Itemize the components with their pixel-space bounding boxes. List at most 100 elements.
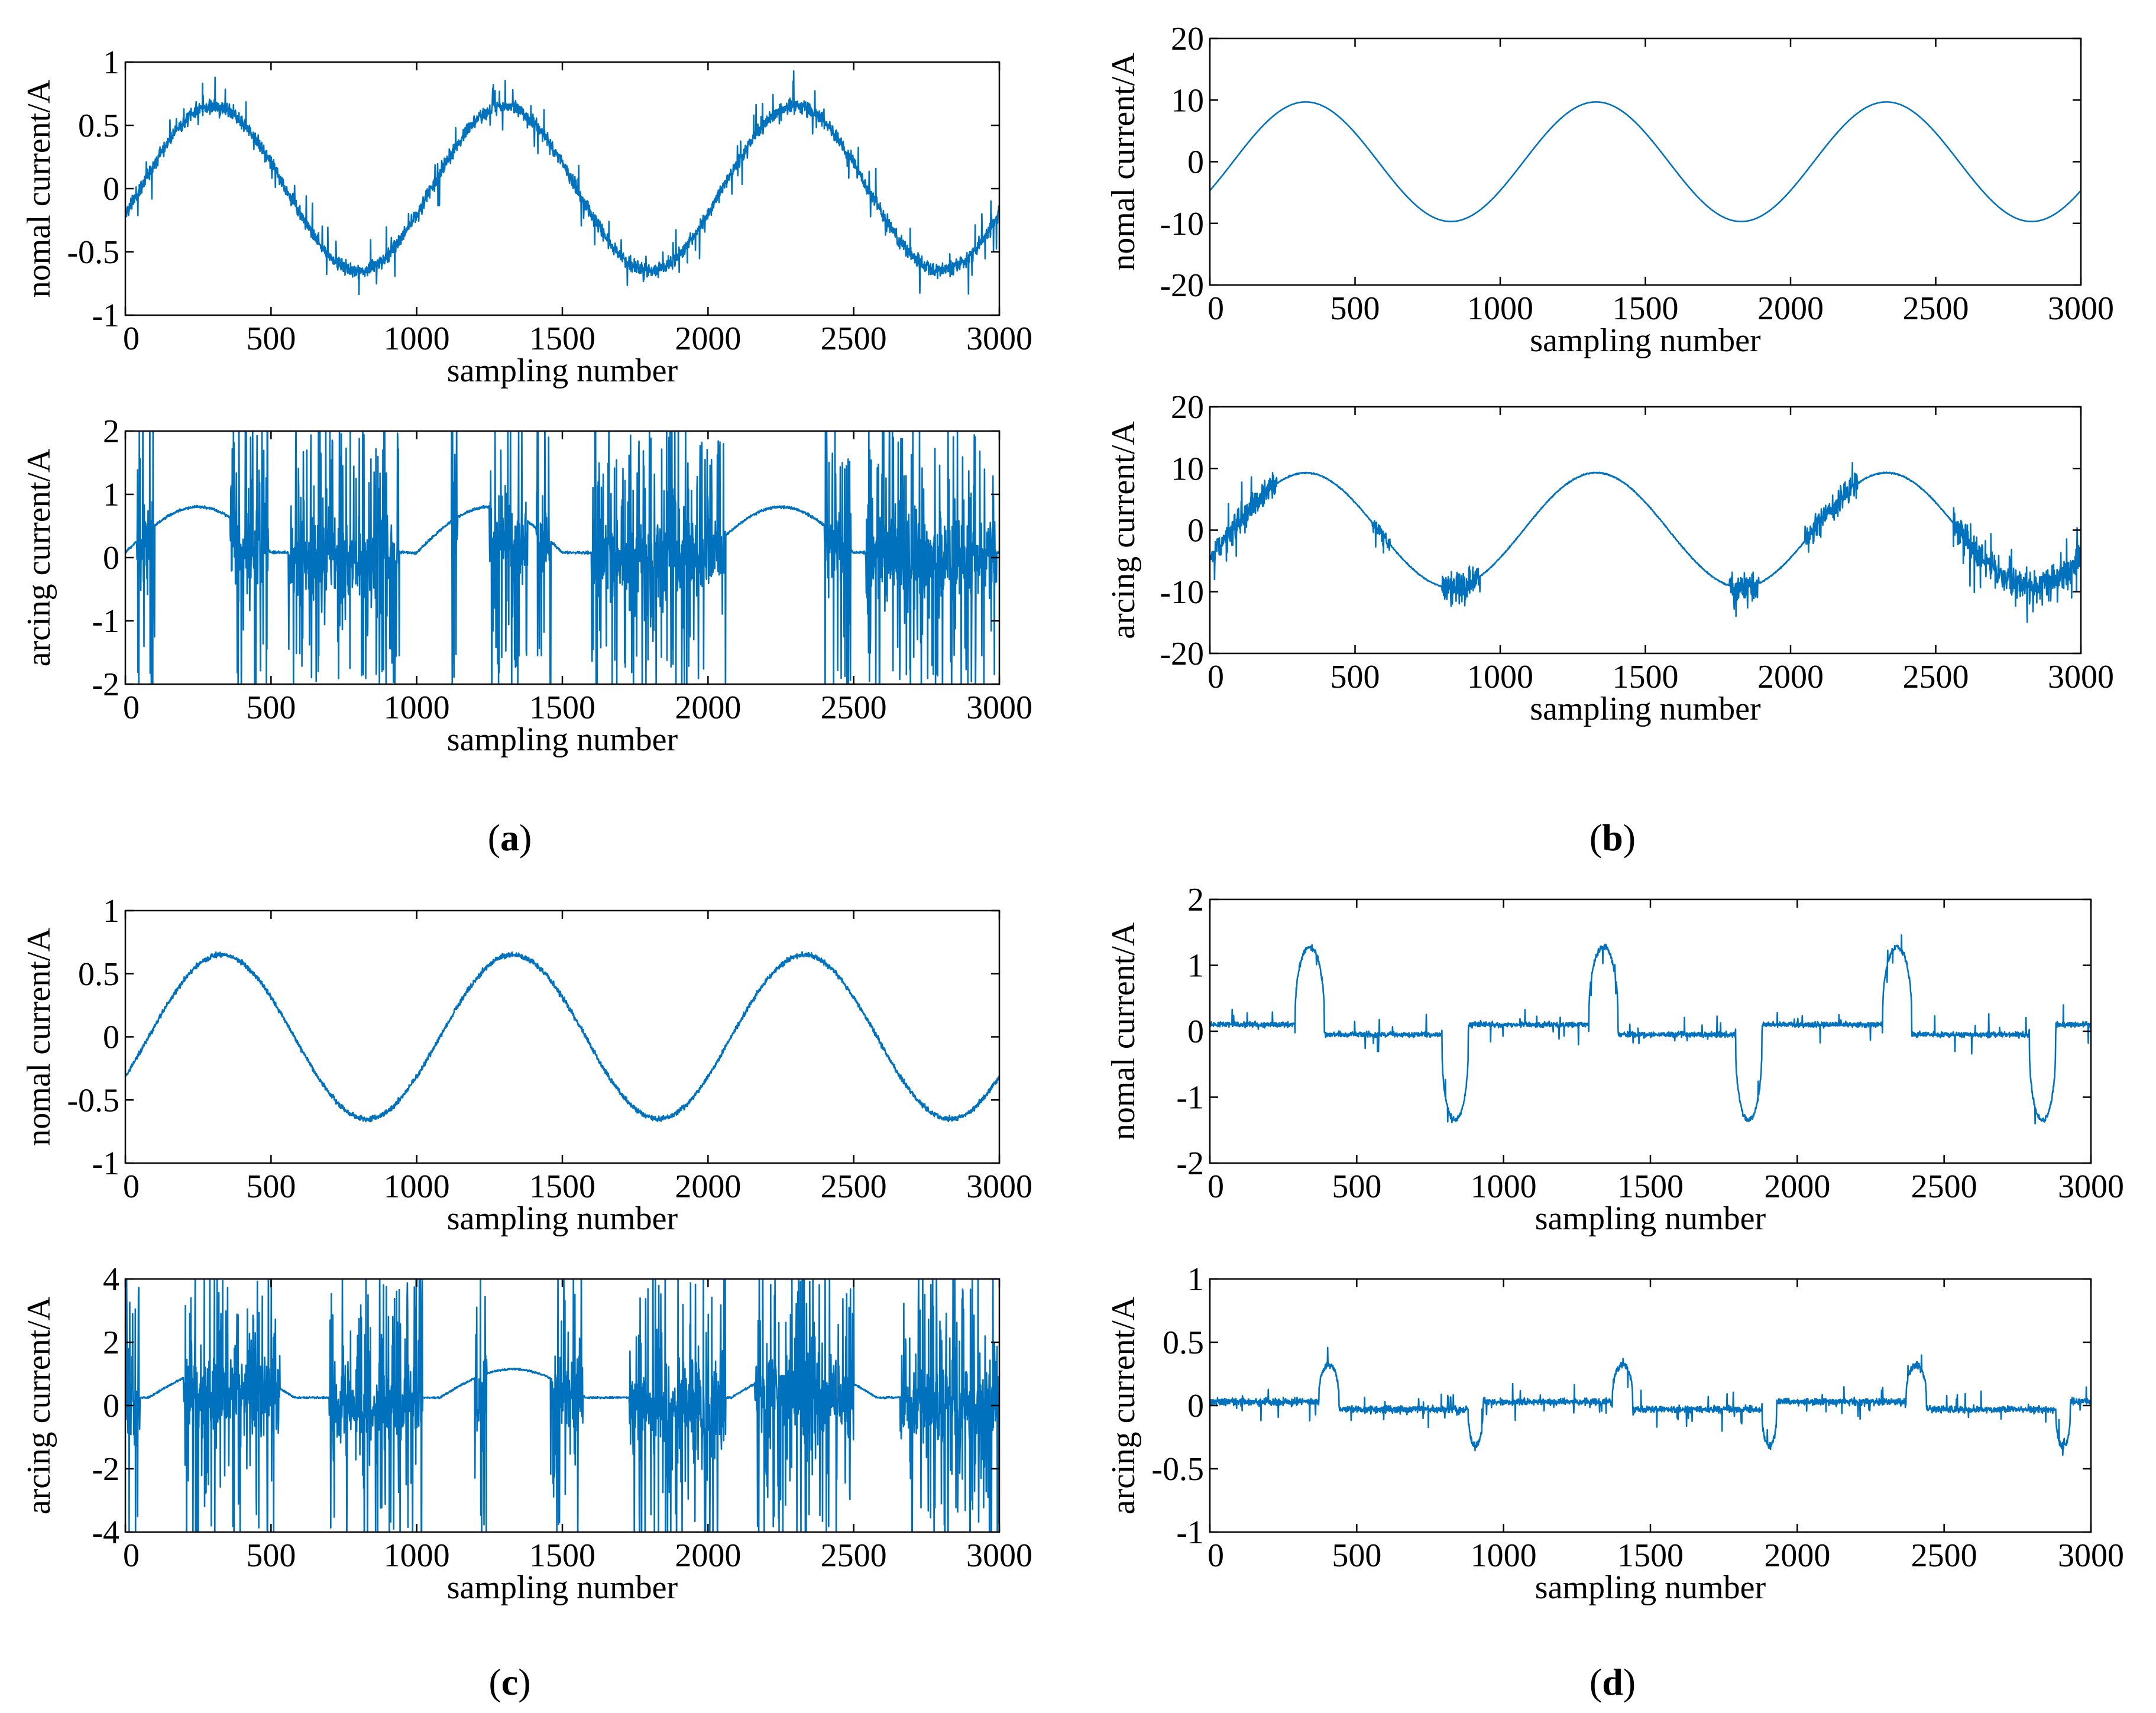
x-tick-label: 1000 (1471, 1168, 1537, 1205)
y-tick-label: 20 (1171, 21, 1204, 57)
y-tick-label: -0.5 (67, 234, 119, 271)
y-tick-label: -0.5 (1151, 1451, 1204, 1488)
y-tick-label: -1 (1176, 1080, 1204, 1116)
y-tick-label: 0 (103, 1019, 119, 1056)
x-tick-label: 500 (246, 320, 296, 357)
x-tick-label: 2500 (821, 320, 887, 357)
panel-label-d: (d) (1589, 1661, 1636, 1703)
x-tick-label: 2500 (1903, 659, 1969, 695)
x-tick-label: 500 (246, 1537, 296, 1574)
axes-box (124, 909, 1001, 1164)
x-tick-label: 3000 (2058, 1537, 2124, 1574)
x-tick-label: 2500 (1911, 1168, 1977, 1205)
x-tick-label: 3000 (2048, 659, 2114, 695)
y-tick-label: 0.5 (78, 108, 119, 144)
y-tick-label: 1 (103, 893, 119, 930)
y-tick-label: -10 (1160, 574, 1204, 611)
x-tick-label: 500 (1332, 1168, 1381, 1205)
x-tick-label: 3000 (966, 689, 1032, 726)
x-axis-label: sampling number (447, 721, 678, 758)
x-axis-label: sampling number (1530, 691, 1761, 727)
x-tick-label: 1000 (384, 1168, 450, 1205)
y-tick-label: 4 (103, 1261, 119, 1298)
axes-box (1209, 898, 2092, 1164)
y-tick-label: 1 (1187, 1261, 1204, 1298)
y-tick-label: -2 (92, 1451, 119, 1488)
x-axis-label: sampling number (447, 352, 678, 389)
y-tick-label: 2 (1187, 882, 1204, 918)
y-tick-label: -10 (1160, 206, 1204, 242)
y-axis-label: arcing current/A (1105, 1296, 1142, 1514)
chart-a-top: 0 500 1000 1500 2000 2500 3000 -1 -0.5 0 0.5 1 sampl… (21, 44, 1032, 389)
x-tick-label: 1000 (1471, 1537, 1537, 1574)
x-tick-label: 0 (123, 1168, 140, 1205)
chart-b-bottom: 0 500 1000 1500 2000 2500 3000 -20 -10 0 10 20 sampl… (1105, 389, 2114, 727)
y-tick-label: 0 (1187, 144, 1204, 181)
x-tick-label: 0 (1208, 659, 1224, 695)
x-tick-label: 1000 (1467, 290, 1533, 327)
series-line-b-top-0 (1210, 101, 2081, 222)
x-axis-label: sampling number (447, 1200, 678, 1237)
chart-d-bottom: 0 500 1000 1500 2000 2500 3000 -1 -0.5 0 0.5 1 sampl… (1105, 1261, 2124, 1606)
panel-label-b: (b) (1589, 817, 1636, 859)
x-tick-label: 500 (246, 689, 296, 726)
x-tick-label: 2000 (1757, 290, 1824, 327)
x-tick-label: 500 (1330, 659, 1380, 695)
x-tick-label: 0 (1208, 1537, 1224, 1574)
x-tick-label: 2500 (1911, 1537, 1977, 1574)
series-line-b-bottom-0 (1210, 462, 2081, 623)
x-tick-label: 1500 (1613, 290, 1679, 327)
x-tick-label: 3000 (966, 1168, 1032, 1205)
panel-label-a: (a) (487, 817, 532, 859)
y-tick-label: -1 (92, 603, 119, 640)
x-tick-label: 3000 (2048, 290, 2114, 327)
x-tick-label: 0 (123, 689, 140, 726)
y-tick-label: 0 (103, 540, 119, 577)
y-axis-label: arcing current/A (21, 448, 57, 666)
y-tick-label: 0 (1187, 1013, 1204, 1050)
y-tick-label: 2 (103, 1325, 119, 1361)
x-tick-label: 1000 (1467, 659, 1533, 695)
x-axis-label: sampling number (1535, 1569, 1766, 1606)
y-axis-label: nomal current/A (1105, 53, 1142, 271)
series-line-d-bottom-0 (1210, 1346, 2091, 1456)
y-tick-label: 1 (103, 44, 119, 81)
x-tick-label: 0 (123, 320, 140, 357)
y-axis-label: nomal current/A (21, 79, 57, 297)
x-tick-label: 500 (1330, 290, 1380, 327)
y-tick-label: -2 (92, 666, 119, 703)
x-tick-label: 3000 (2058, 1168, 2124, 1205)
x-tick-label: 500 (246, 1168, 296, 1205)
chart-c-bottom: 0 500 1000 1500 2000 2500 3000 -4 -2 0 2 4 sampling … (21, 1261, 1032, 1606)
y-tick-label: 10 (1171, 451, 1204, 487)
y-tick-label: -1 (92, 1145, 119, 1182)
axes-box (1209, 37, 2082, 286)
x-tick-label: 2000 (675, 320, 741, 357)
panel-label-c: (c) (488, 1661, 531, 1703)
y-tick-label: -0.5 (67, 1082, 119, 1119)
y-tick-label: 0 (103, 1388, 119, 1424)
x-tick-label: 2500 (821, 1168, 887, 1205)
x-tick-label: 2000 (1764, 1168, 1830, 1205)
series-line-c-bottom-0 (125, 1279, 999, 1532)
x-tick-label: 1500 (529, 320, 595, 357)
x-tick-label: 3000 (966, 1537, 1032, 1574)
chart-c-top: 0 500 1000 1500 2000 2500 3000 -1 -0.5 0 0.5 1 sampl… (21, 893, 1032, 1237)
y-tick-label: -2 (1176, 1145, 1204, 1182)
x-tick-label: 1500 (529, 689, 595, 726)
x-tick-label: 2000 (675, 1168, 741, 1205)
y-tick-label: -1 (1176, 1514, 1204, 1551)
y-tick-label: 10 (1171, 82, 1204, 119)
y-tick-label: 2 (103, 413, 119, 450)
series-line-a-top-0 (125, 70, 999, 296)
x-tick-label: 0 (1208, 1168, 1224, 1205)
x-tick-label: 2500 (821, 689, 887, 726)
chart-d-top: 0 500 1000 1500 2000 2500 3000 -2 -1 0 1 2 sampling … (1105, 882, 2124, 1237)
x-tick-label: 3000 (966, 320, 1032, 357)
axes-box (1209, 406, 2082, 655)
x-tick-label: 1500 (1613, 659, 1679, 695)
y-tick-label: 1 (1187, 948, 1204, 985)
y-tick-label: 20 (1171, 389, 1204, 426)
x-tick-label: 2000 (1757, 659, 1824, 695)
